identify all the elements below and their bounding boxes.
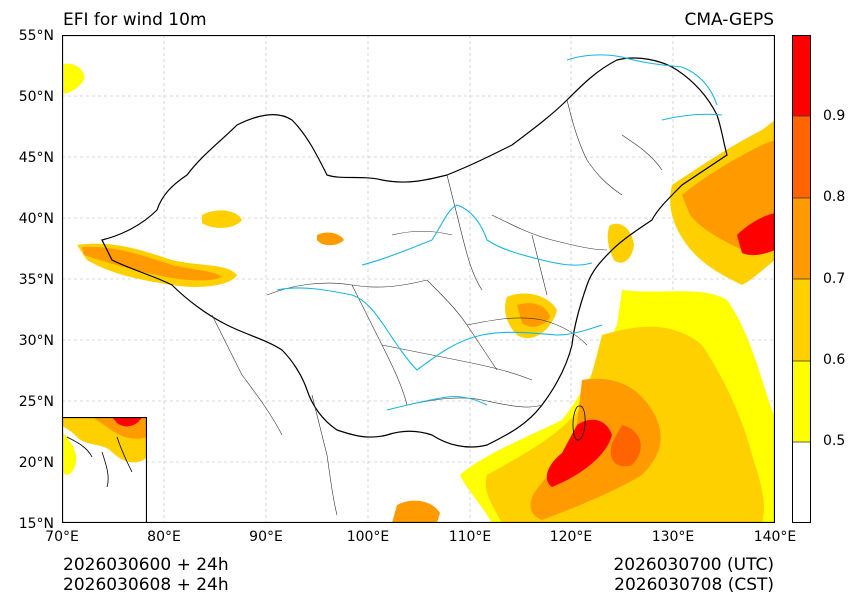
efi-region-tibet-orange xyxy=(82,246,222,281)
valid-time-cst: 2026030708 (CST) xyxy=(614,575,774,595)
lon-label-130: 130°E xyxy=(651,529,695,545)
lon-label-120: 120°E xyxy=(549,529,593,545)
efi-region-taiwan-red xyxy=(546,419,612,487)
colorbar-label-0.7: 0.7 xyxy=(823,271,846,287)
rivers xyxy=(276,54,723,411)
lon-label-90: 90°E xyxy=(249,529,283,545)
lat-label-30: 30°N xyxy=(18,333,54,349)
valid-time-block: 2026030700 (UTC) 2026030708 (CST) xyxy=(613,555,774,595)
lon-label-100: 100°E xyxy=(346,529,390,545)
lat-label-15: 15°N xyxy=(18,516,54,532)
lat-label-45: 45°N xyxy=(18,150,54,166)
init-time-cst: 2026030608 + 24h xyxy=(63,575,229,595)
yellow-river xyxy=(361,204,593,266)
efi-region-qinghai xyxy=(317,232,344,246)
efi-region-east-sea-orange2 xyxy=(610,425,641,467)
colorbar-label-0.6: 0.6 xyxy=(823,352,846,368)
colorbar-bin-2 xyxy=(792,279,811,361)
lon-label-140: 140°E xyxy=(753,529,797,545)
lon-label-70: 70°E xyxy=(45,529,79,545)
init-time-utc: 2026030600 + 24h xyxy=(63,555,229,575)
efi-shading xyxy=(62,63,775,523)
songhua-river xyxy=(661,113,723,121)
efi-region-japan-red xyxy=(737,213,775,256)
efi-region-korea xyxy=(607,223,634,263)
lat-label-50: 50°N xyxy=(18,89,54,105)
colorbar-label-0.9: 0.9 xyxy=(823,108,846,124)
lon-label-110: 110°E xyxy=(448,529,492,545)
colorbar-bin-1 xyxy=(792,361,811,442)
colorbar-label-0.5: 0.5 xyxy=(823,433,846,449)
init-time-block: 2026030600 + 24h 2026030608 + 24h xyxy=(63,555,229,595)
colorbar-bin-5 xyxy=(792,35,811,116)
lat-label-55: 55°N xyxy=(18,28,54,44)
efi-region-japan-orange xyxy=(682,140,775,250)
lat-label-35: 35°N xyxy=(18,272,54,288)
lon-label-80: 80°E xyxy=(147,529,181,545)
efi-region-xj xyxy=(202,210,242,228)
yangtze-river xyxy=(276,287,603,371)
colorbar-bin-0 xyxy=(792,442,811,523)
colorbar xyxy=(792,35,811,523)
taiwan-island xyxy=(572,405,586,441)
pearl-river xyxy=(386,396,488,411)
efi-region-indochina xyxy=(392,500,440,523)
colorbar-bin-3 xyxy=(792,198,811,279)
china-border xyxy=(101,57,728,448)
lat-label-25: 25°N xyxy=(18,394,54,410)
efi-map xyxy=(62,35,775,523)
efi-region-nw xyxy=(62,63,85,94)
lat-label-20: 20°N xyxy=(18,455,54,471)
valid-time-utc: 2026030700 (UTC) xyxy=(613,555,774,575)
inset-map xyxy=(62,417,147,523)
lat-label-40: 40°N xyxy=(18,211,54,227)
boundaries xyxy=(101,57,728,516)
model-name: CMA-GEPS xyxy=(684,10,774,30)
map-title: EFI for wind 10m xyxy=(63,10,207,30)
colorbar-bin-4 xyxy=(792,116,811,198)
efi-region-central-orange xyxy=(517,303,550,327)
colorbar-label-0.8: 0.8 xyxy=(823,189,846,205)
heilongjiang-river xyxy=(566,54,718,106)
